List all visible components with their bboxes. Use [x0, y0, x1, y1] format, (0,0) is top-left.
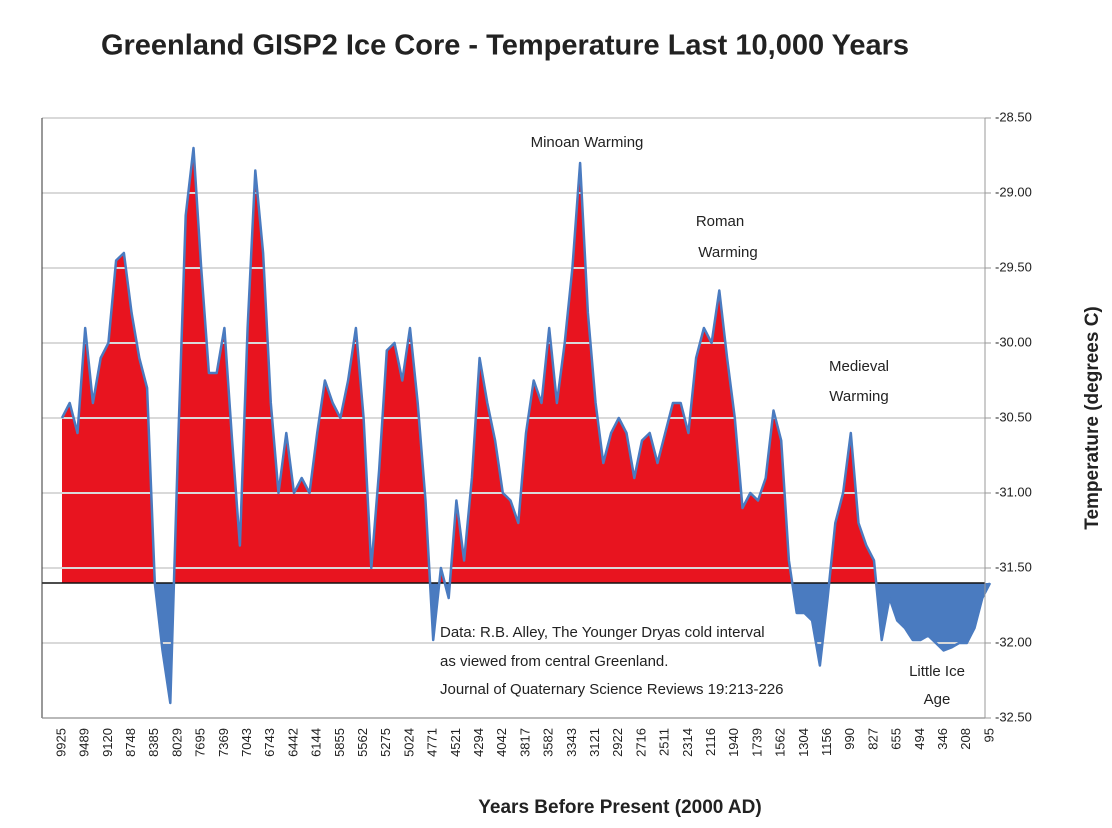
x-tick-label: 1156 — [819, 728, 834, 756]
y-tick-label: -30.00 — [995, 334, 1032, 349]
x-tick-label: 5855 — [332, 728, 347, 757]
x-tick-label: 7043 — [239, 728, 254, 757]
annotation: Little Ice — [909, 663, 965, 680]
x-tick-label: 2716 — [633, 728, 648, 757]
x-tick-label: 655 — [889, 728, 904, 750]
x-tick-label: 8748 — [123, 728, 138, 757]
x-tick-label: 8385 — [146, 728, 161, 757]
x-tick-label: 494 — [912, 728, 927, 750]
annotation: as viewed from central Greenland. — [440, 653, 668, 670]
y-tick-label: -31.00 — [995, 484, 1032, 499]
annotation: Age — [924, 691, 951, 708]
y-tick-label: -30.50 — [995, 409, 1032, 424]
y-tick-label: -32.00 — [995, 634, 1032, 649]
y-tick-label: -29.00 — [995, 184, 1032, 199]
y-tick-label: -28.50 — [995, 109, 1032, 124]
x-tick-label: 1562 — [773, 728, 788, 757]
x-tick-label: 9925 — [53, 728, 68, 757]
area-above — [62, 148, 990, 583]
x-tick-label: 5024 — [401, 728, 416, 757]
x-tick-label: 2922 — [610, 728, 625, 757]
x-tick-label: 3817 — [517, 728, 532, 757]
chart-title: Greenland GISP2 Ice Core - Temperature L… — [101, 30, 909, 62]
y-axis-label: Temperature (degrees C) — [1082, 306, 1103, 530]
x-tick-label: 2116 — [703, 728, 718, 756]
x-tick-label: 2314 — [680, 728, 695, 757]
x-tick-label: 3343 — [564, 728, 579, 757]
annotation: Warming — [698, 244, 757, 261]
x-tick-label: 6144 — [309, 728, 324, 757]
x-tick-label: 3582 — [541, 728, 556, 757]
area-below — [62, 583, 990, 703]
x-tick-label: 1940 — [726, 728, 741, 757]
x-tick-label: 7369 — [216, 728, 231, 757]
x-tick-label: 4294 — [471, 728, 486, 757]
x-tick-label: 1739 — [749, 728, 764, 757]
x-tick-label: 1304 — [796, 728, 811, 757]
x-tick-label: 827 — [865, 728, 880, 750]
x-tick-label: 4521 — [448, 728, 463, 757]
x-tick-label: 8029 — [169, 728, 184, 757]
x-tick-label: 346 — [935, 728, 950, 750]
x-tick-label: 5275 — [378, 728, 393, 757]
x-tick-label: 5562 — [355, 728, 370, 757]
x-tick-label: 990 — [842, 728, 857, 750]
annotation: Warming — [829, 388, 888, 405]
y-tick-label: -31.50 — [995, 559, 1032, 574]
annotation: Minoan Warming — [531, 134, 644, 151]
annotation: Journal of Quaternary Science Reviews 19… — [440, 681, 784, 698]
x-tick-label: 4771 — [425, 728, 440, 757]
x-tick-label: 9120 — [100, 728, 115, 757]
x-tick-label: 9489 — [77, 728, 92, 757]
x-tick-label: 4042 — [494, 728, 509, 757]
x-tick-label: 6743 — [262, 728, 277, 757]
y-tick-label: -32.50 — [995, 709, 1032, 724]
annotation: Medieval — [829, 358, 889, 375]
x-tick-label: 3121 — [587, 728, 602, 757]
temperature-line — [60, 146, 992, 705]
x-tick-label: 208 — [958, 728, 973, 750]
x-tick-label: 7695 — [193, 728, 208, 757]
annotation: Roman — [696, 213, 744, 230]
x-tick-label: 2511 — [657, 728, 672, 756]
x-tick-label: 6442 — [285, 728, 300, 757]
y-tick-label: -29.50 — [995, 259, 1032, 274]
x-axis-label: Years Before Present (2000 AD) — [478, 797, 761, 818]
x-tick-label: 95 — [981, 728, 996, 742]
annotation: Data: R.B. Alley, The Younger Dryas cold… — [440, 624, 765, 641]
